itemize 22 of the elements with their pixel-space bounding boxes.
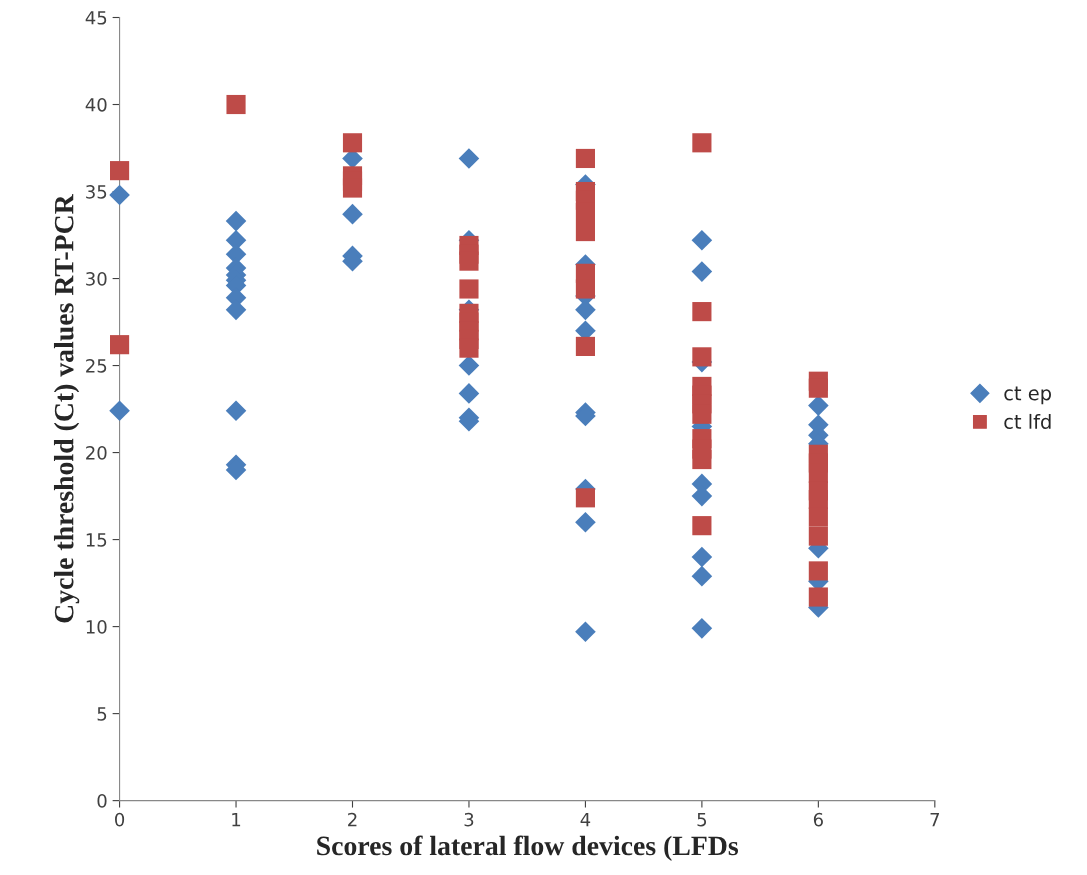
x-tick-label: 1 bbox=[232, 812, 241, 827]
y-axis-title: Cycle threshold (Ct) values RT-PCR bbox=[53, 194, 80, 623]
x-tick-label: 3 bbox=[464, 812, 474, 827]
y-tick-label: 0 bbox=[97, 794, 107, 808]
y-tick-label: 40 bbox=[85, 97, 107, 112]
legend-label: ct lfd bbox=[1004, 413, 1051, 429]
x-axis-title: Scores of lateral flow devices (LFDs bbox=[317, 835, 739, 861]
y-tick-label: 35 bbox=[86, 184, 107, 199]
y-tick-label: 25 bbox=[86, 359, 107, 373]
x-tick-label: 2 bbox=[348, 812, 357, 827]
y-tick-label: 30 bbox=[86, 272, 107, 286]
x-tick-label: 0 bbox=[115, 812, 125, 827]
legend-label: ct ep bbox=[1004, 386, 1051, 405]
x-tick-label: 5 bbox=[697, 812, 707, 827]
y-tick-label: 15 bbox=[86, 533, 107, 547]
x-tick-label: 4 bbox=[580, 812, 591, 827]
y-tick-label: 20 bbox=[86, 446, 107, 460]
x-tick-label: 7 bbox=[930, 812, 940, 827]
x-tick-label: 6 bbox=[813, 812, 823, 827]
y-tick-label: 10 bbox=[86, 620, 107, 634]
y-tick-label: 5 bbox=[97, 707, 107, 721]
y-tick-label: 45 bbox=[85, 11, 107, 25]
